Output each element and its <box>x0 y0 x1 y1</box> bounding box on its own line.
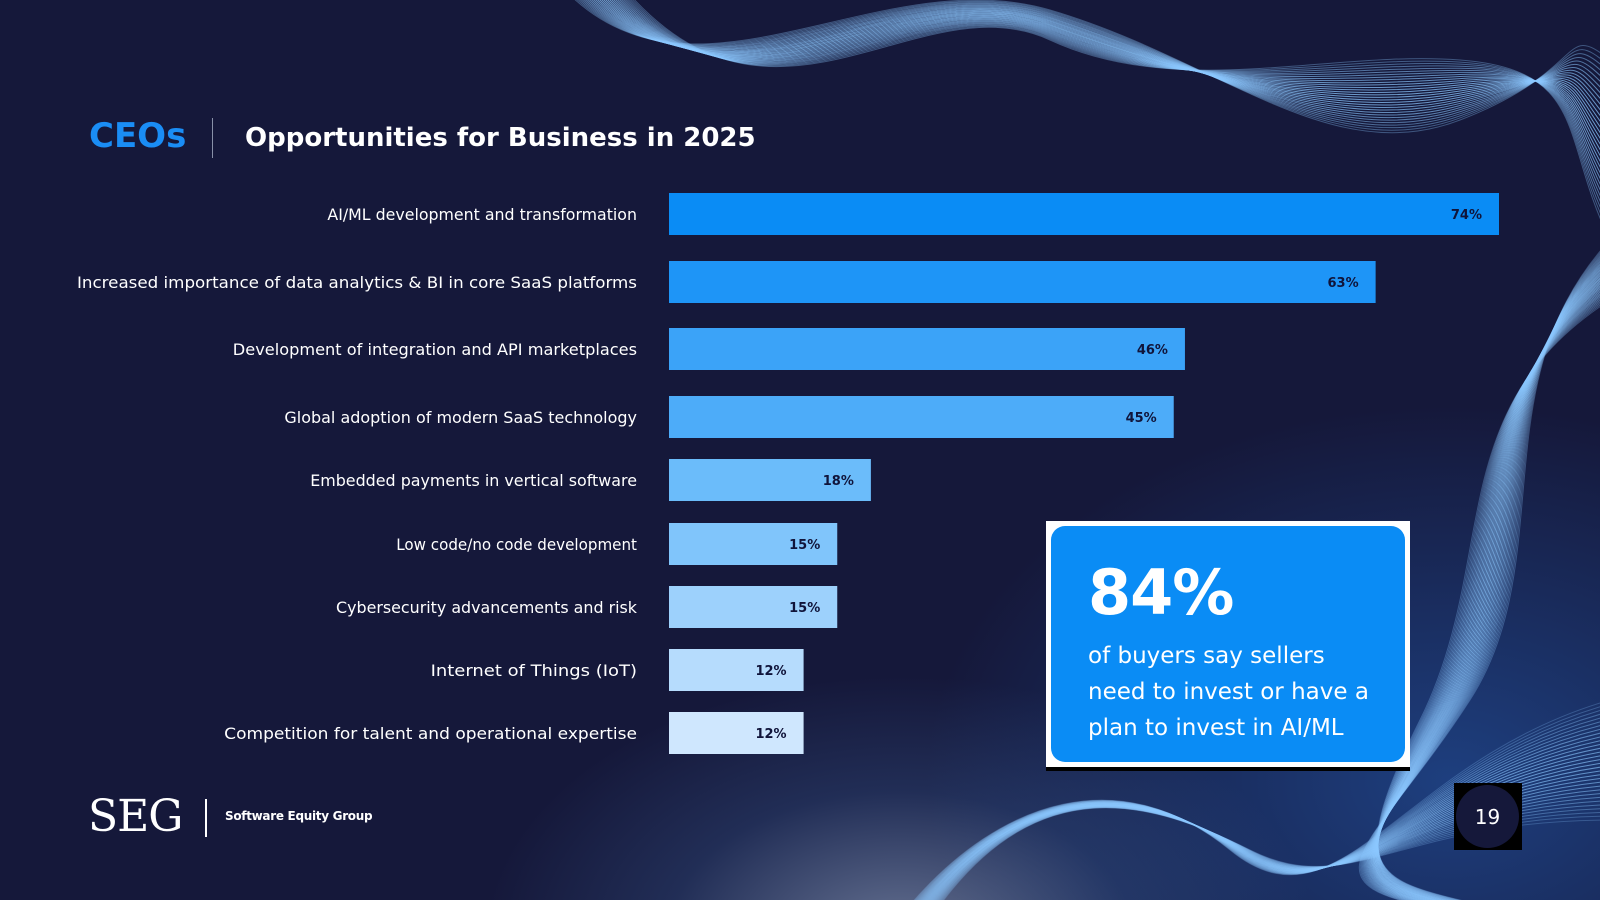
bar-value-label: 12% <box>755 664 786 679</box>
bar-value-label: 46% <box>1137 343 1168 358</box>
bar-5 <box>669 459 871 501</box>
category-label: AI/ML development and transformation <box>327 205 637 224</box>
page-title: Opportunities for Business in 2025 <box>245 123 756 153</box>
page-number-box: 19 <box>1454 783 1522 850</box>
callout-stat: 84% <box>1088 556 1234 629</box>
category-label: Competition for talent and operational e… <box>224 724 637 743</box>
category-label: Global adoption of modern SaaS technolog… <box>284 408 637 427</box>
bar-value-label: 63% <box>1327 276 1358 291</box>
bar-8 <box>669 649 804 691</box>
bar-value-label: 12% <box>755 727 786 742</box>
bar-6 <box>669 523 838 565</box>
category-label: Embedded payments in vertical software <box>310 471 637 490</box>
bar-3 <box>669 328 1185 370</box>
footer-divider <box>205 799 207 837</box>
bar-4 <box>669 396 1174 438</box>
bar-value-label: 18% <box>823 474 854 489</box>
section-brand-label: CEOs <box>89 116 187 156</box>
category-label: Low code/no code development <box>396 535 637 554</box>
company-name: Software Equity Group <box>225 809 373 823</box>
bar-value-label: 15% <box>789 538 820 553</box>
category-label: Cybersecurity advancements and risk <box>336 598 638 617</box>
callout-box: 84% of buyers say sellers need to invest… <box>1051 526 1405 762</box>
seg-logo: SEG <box>88 791 183 842</box>
bar-1 <box>669 193 1499 235</box>
bar-2 <box>669 261 1376 303</box>
bar-value-label: 74% <box>1451 208 1482 223</box>
category-label: Development of integration and API marke… <box>233 340 637 359</box>
callout-text: of buyers say sellers need to invest or … <box>1088 643 1369 741</box>
bar-value-label: 15% <box>789 601 820 616</box>
category-label: Increased importance of data analytics &… <box>77 273 637 292</box>
page-number: 19 <box>1456 785 1519 848</box>
header-divider <box>212 118 213 158</box>
bar-7 <box>669 586 838 628</box>
bar-9 <box>669 712 804 754</box>
bar-value-label: 45% <box>1126 411 1157 426</box>
category-label: Internet of Things (IoT) <box>431 661 637 680</box>
